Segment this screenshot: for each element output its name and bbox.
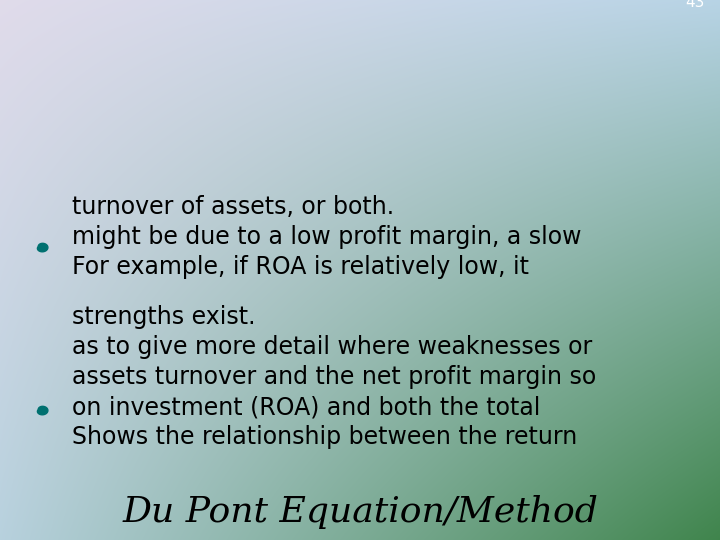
Text: as to give more detail where weaknesses or: as to give more detail where weaknesses … [72, 335, 593, 359]
Polygon shape [37, 244, 48, 252]
Text: might be due to a low profit margin, a slow: might be due to a low profit margin, a s… [72, 225, 582, 249]
Text: turnover of assets, or both.: turnover of assets, or both. [72, 195, 394, 219]
Text: strengths exist.: strengths exist. [72, 305, 256, 329]
Text: Shows the relationship between the return: Shows the relationship between the retur… [72, 425, 577, 449]
Text: 43: 43 [685, 0, 705, 10]
Polygon shape [37, 406, 48, 415]
Text: assets turnover and the net profit margin so: assets turnover and the net profit margi… [72, 365, 596, 389]
Text: on investment (ROA) and both the total: on investment (ROA) and both the total [72, 395, 541, 419]
Text: For example, if ROA is relatively low, it: For example, if ROA is relatively low, i… [72, 255, 529, 279]
Text: Du Pont Equation/Method: Du Pont Equation/Method [122, 495, 598, 529]
